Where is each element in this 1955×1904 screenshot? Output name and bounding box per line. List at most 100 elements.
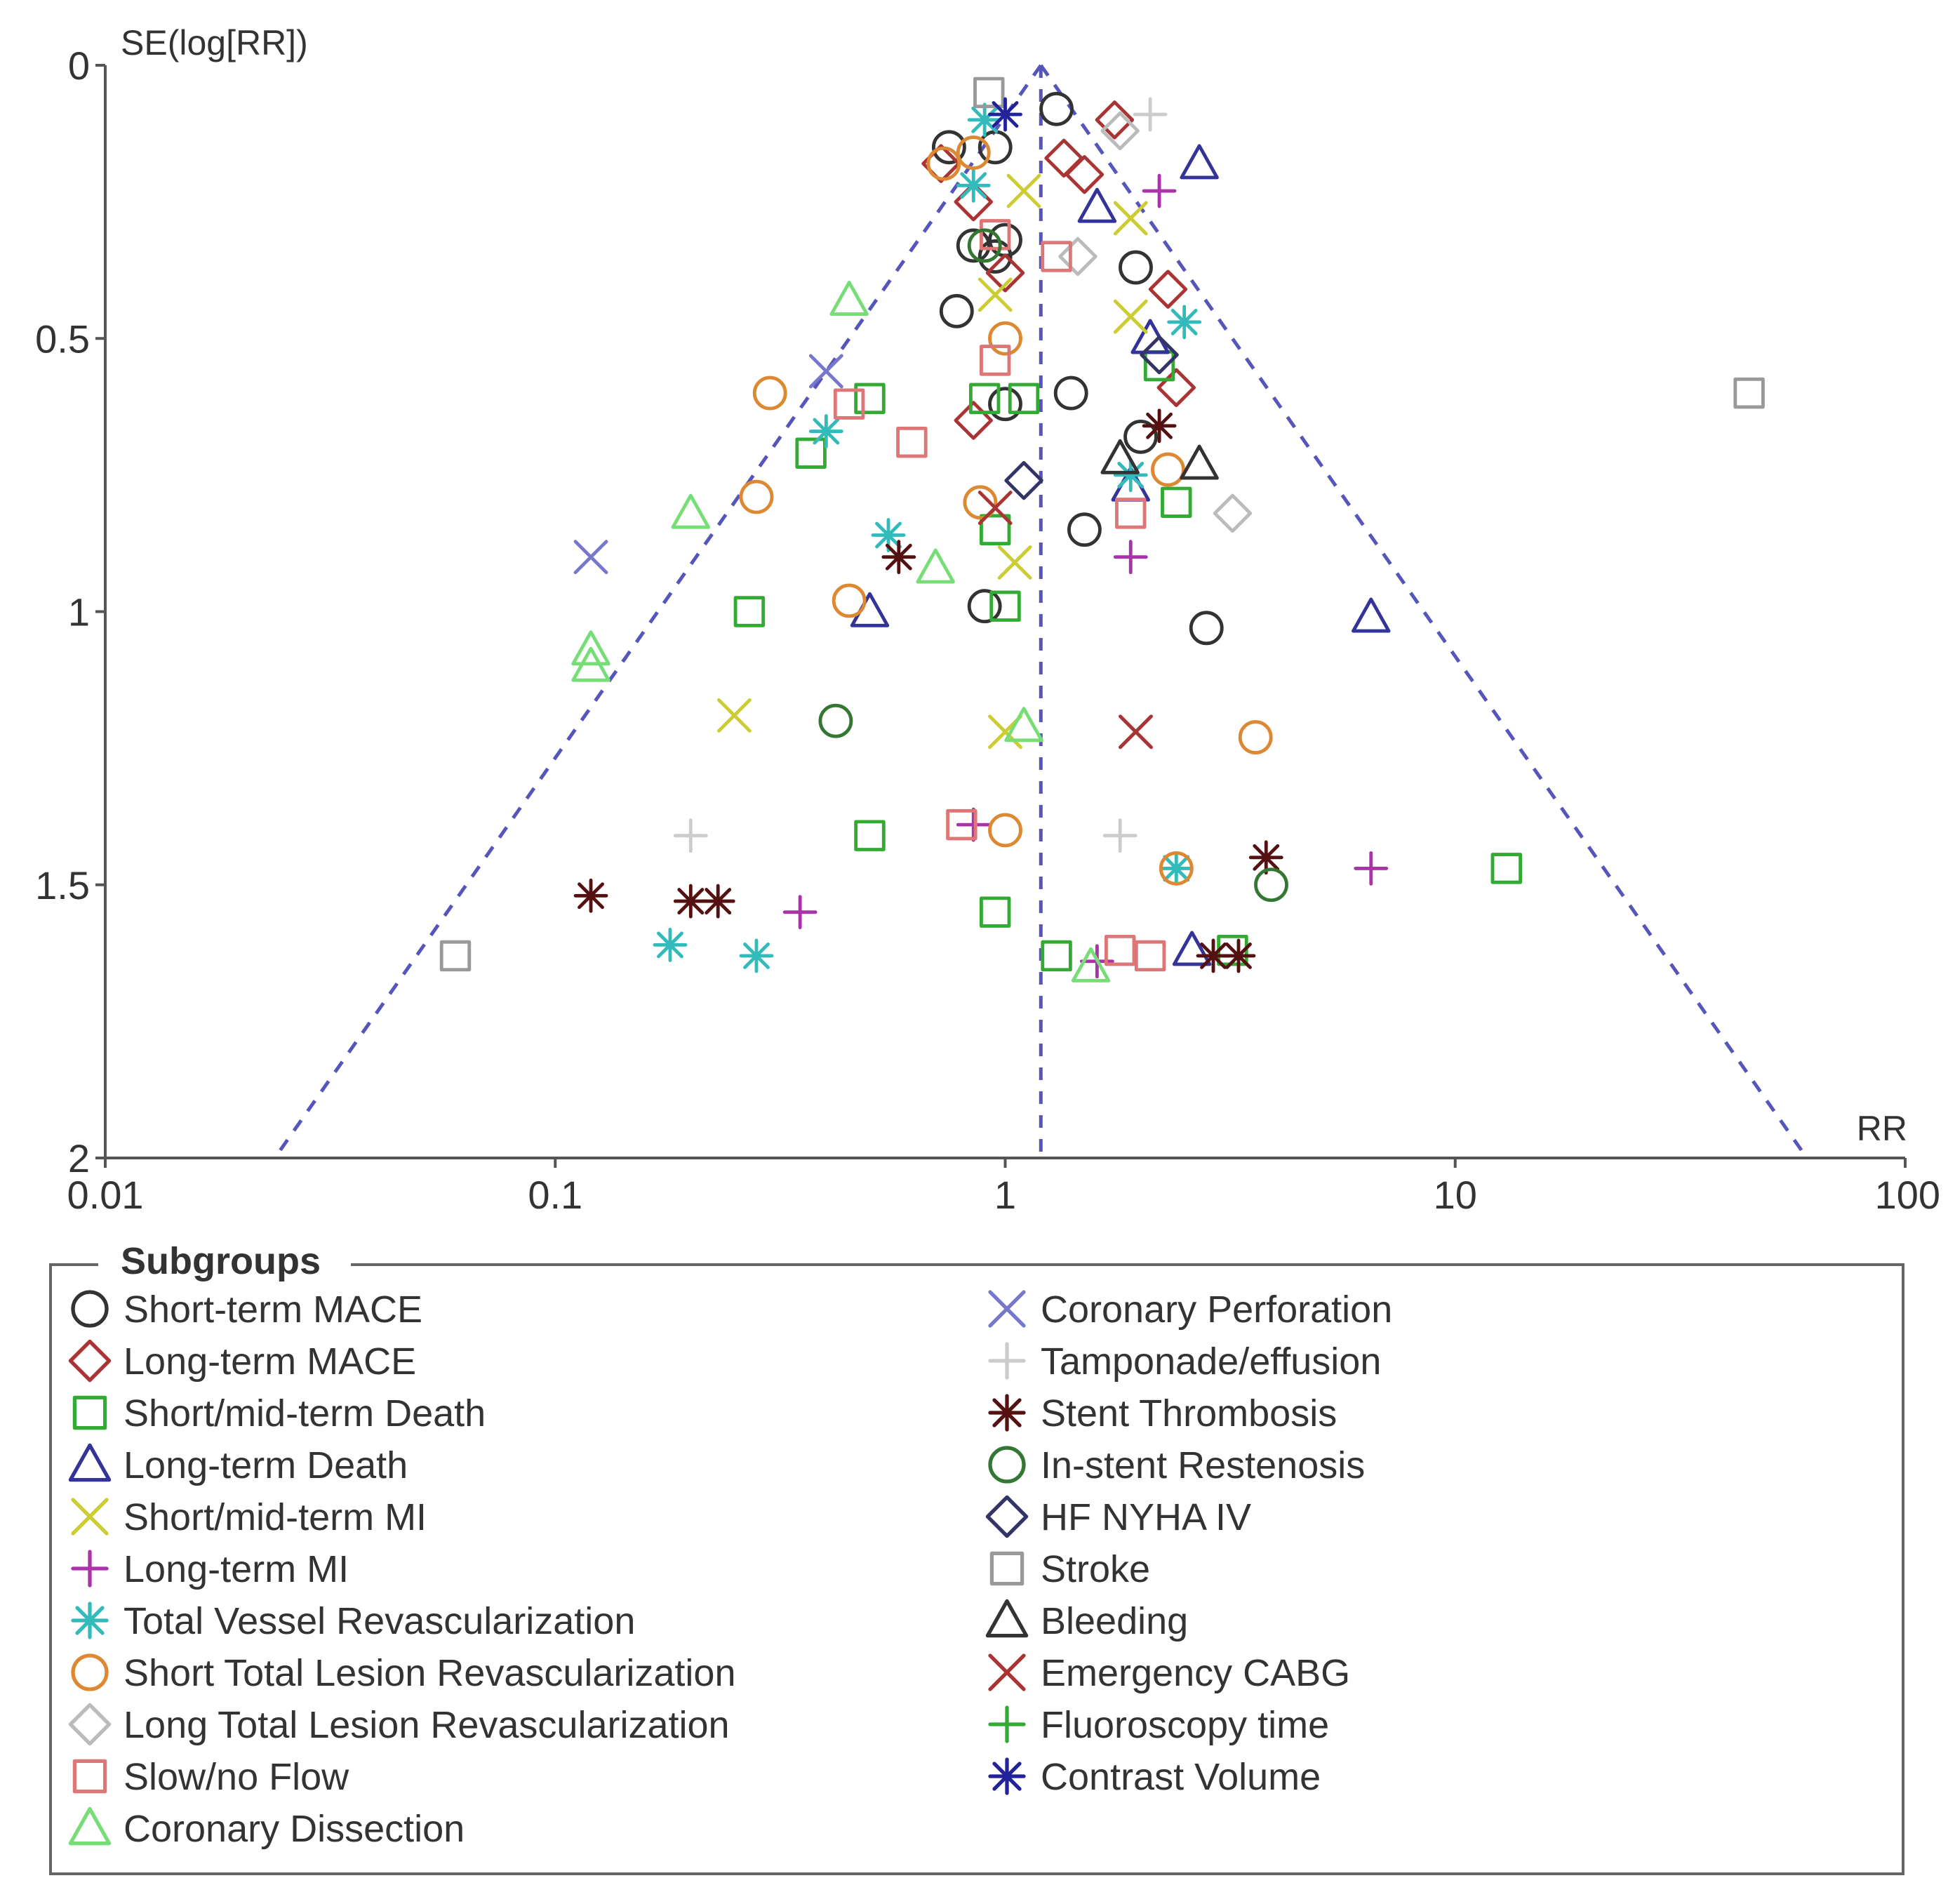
data-point	[1104, 934, 1136, 966]
data-point	[881, 540, 916, 575]
legend-label: Stent Thrombosis	[1041, 1392, 1337, 1434]
data-point	[1119, 250, 1153, 285]
legend-label: Tamponade/effusion	[1041, 1340, 1381, 1383]
legend-label: Contrast Volume	[1041, 1756, 1321, 1798]
data-point	[1123, 419, 1158, 454]
data-point	[1180, 144, 1219, 180]
legend-marker	[988, 1446, 1026, 1484]
data-point	[733, 596, 766, 627]
data-point	[1196, 938, 1231, 973]
data-point	[1156, 368, 1196, 408]
data-point	[967, 102, 1002, 138]
legend-label: HF NYHA IV	[1041, 1496, 1251, 1538]
data-point	[1044, 138, 1083, 178]
legend-item-long-term-mace: Long-term MACE	[68, 1339, 416, 1383]
data-point	[808, 354, 843, 389]
legend-marker	[71, 1550, 109, 1587]
data-point	[978, 239, 1013, 274]
x-tick-label: 0.1	[528, 1173, 582, 1217]
legend-label: Long-term MACE	[124, 1340, 416, 1383]
data-point	[1113, 201, 1148, 236]
data-point	[1354, 851, 1389, 886]
data-point	[808, 414, 843, 449]
legend-item-long-term-death: Long-term Death	[68, 1443, 408, 1486]
data-point	[1238, 720, 1273, 754]
series-total-vessel-revascularization	[653, 102, 1202, 973]
legend-label: In-stent Restenosis	[1041, 1444, 1365, 1486]
data-point	[956, 807, 991, 842]
legend-label: Slow/no Flow	[124, 1756, 349, 1798]
data-point	[1100, 439, 1140, 474]
data-point	[1039, 91, 1074, 126]
legend-marker	[71, 1602, 109, 1639]
series-in-stent-restenosis	[818, 228, 1288, 903]
x-tick-label: 10	[1434, 1173, 1477, 1217]
y-tick-label: 1	[68, 590, 90, 634]
legend-marker	[71, 1653, 109, 1691]
data-point	[1100, 111, 1140, 151]
data-point	[850, 592, 890, 627]
legend-item-short-mid-term-mi: Short/mid-term MI	[71, 1496, 427, 1538]
data-point	[988, 813, 1022, 848]
data-point	[939, 293, 974, 328]
y-tick-label: 0.5	[35, 317, 90, 361]
data-point	[1490, 853, 1523, 884]
legend-item-fluoroscopy-time: Fluoroscopy time	[988, 1704, 1329, 1746]
data-point	[739, 479, 774, 514]
data-point	[1067, 512, 1102, 547]
legend-item-stroke: Stroke	[989, 1548, 1150, 1590]
data-point	[1071, 947, 1111, 983]
legend-item-emergency-cabg: Emergency CABG	[988, 1652, 1350, 1694]
data-point	[717, 698, 752, 733]
data-point	[1167, 305, 1202, 340]
series-tamponade-effusion	[673, 97, 1168, 853]
legend-marker	[71, 1498, 109, 1536]
data-point	[854, 382, 886, 415]
legend-item-tamponade-effusion: Tamponade/effusion	[988, 1340, 1381, 1383]
legend-label: Coronary Dissection	[124, 1808, 465, 1850]
legend-item-contrast-volume: Contrast Volume	[988, 1756, 1321, 1798]
data-point	[1006, 173, 1041, 208]
legend-label: Stroke	[1041, 1548, 1150, 1590]
data-point	[954, 401, 993, 440]
data-point	[782, 895, 818, 930]
data-point	[988, 387, 1022, 422]
data-point	[956, 168, 991, 203]
data-point	[571, 630, 610, 666]
y-tick-label: 2	[68, 1136, 90, 1180]
legend-marker	[988, 1653, 1026, 1691]
series-short-total-lesion-revascularization	[739, 135, 1273, 886]
legend-items: Short-term MACE Long-term MACE Short/mid-t…	[68, 1289, 1392, 1850]
legend-marker	[988, 1290, 1026, 1328]
data-point	[1172, 931, 1212, 966]
legend-marker	[985, 1495, 1029, 1538]
series-long-term-mi	[782, 173, 1389, 979]
data-point	[1065, 154, 1105, 194]
funnel-lines	[273, 64, 1809, 1159]
legend-item-in-stent-restenosis: In-stent Restenosis	[988, 1444, 1365, 1486]
data-point	[973, 76, 1005, 109]
legend-marker	[988, 1342, 1026, 1380]
legend-item-coronary-perforation: Coronary Perforation	[988, 1289, 1392, 1331]
data-point	[1142, 173, 1177, 208]
legend-label: Coronary Perforation	[1041, 1289, 1392, 1331]
y-axis-title: SE(log[RR])	[121, 23, 308, 62]
data-point	[1053, 375, 1088, 411]
data-point	[978, 491, 1013, 526]
data-point	[439, 940, 472, 972]
data-point	[1161, 486, 1192, 519]
data-point	[871, 518, 906, 552]
data-point	[946, 808, 978, 841]
legend-item-short-term-mace: Short-term MACE	[71, 1289, 422, 1331]
series-short-mid-term-mi	[717, 173, 1148, 750]
x-tick-label: 100	[1875, 1173, 1940, 1217]
data-point	[979, 896, 1011, 928]
data-point	[926, 146, 961, 181]
data-point	[1095, 100, 1135, 140]
data-point	[1119, 714, 1153, 750]
x-ticks: 0.01 0.1 1 10 100	[67, 1158, 1940, 1217]
legend-marker	[68, 1703, 112, 1746]
legend-marker	[985, 1599, 1029, 1638]
legend-label: Long-term Death	[124, 1444, 408, 1486]
